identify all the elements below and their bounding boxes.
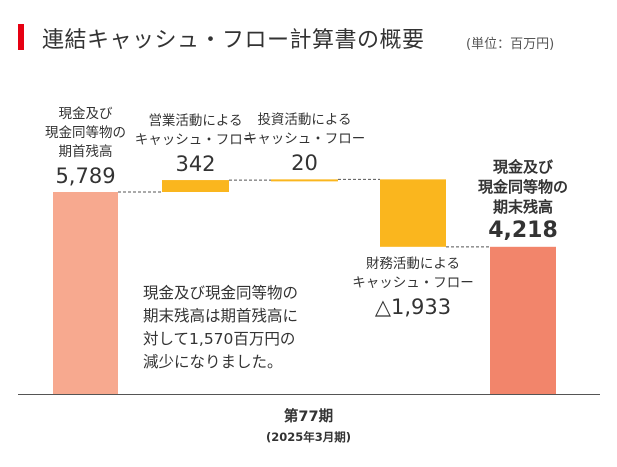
category-label-line: 現金及び — [492, 157, 553, 176]
page-title: 連結キャッシュ・フロー計算書の概要 — [42, 28, 425, 53]
chart-bar — [380, 179, 446, 247]
summary-note-line: 減少になりました。 — [143, 353, 283, 371]
value-label: 342 — [175, 152, 216, 177]
category-label: 現金及び現金同等物の 期首残高 — [11, 105, 161, 162]
value-label: 20 — [291, 151, 318, 176]
summary-note: 現金及び現金同等物の 期末残高は期首残高に 対して1,570百万円の 減少になり… — [143, 282, 298, 374]
category-label: 現金及び 現金同等物の 期末残高 — [448, 157, 598, 217]
bar-label: 財務活動による キャッシュ・フロー △1,933 — [338, 255, 488, 320]
category-label-line: 投資活動による — [257, 112, 352, 129]
category-label-line: 現金同等物の — [477, 177, 568, 196]
chart-bar — [53, 192, 118, 394]
summary-note-line: 期末残高は期首残高に — [143, 307, 299, 325]
bar-label: 現金及び 現金同等物の 期首残高 5,789 — [11, 105, 161, 189]
unit-label: (単位：百万円) — [466, 37, 555, 52]
chart-bar — [490, 246, 556, 394]
value-label: △1,933 — [374, 294, 452, 319]
category-label-line: キャッシュ・フロー — [352, 274, 474, 291]
bar-label: 現金及び 現金同等物の 期末残高 4,218 — [448, 157, 598, 244]
period-label: 第77期 — [283, 409, 334, 425]
chart-bar — [271, 179, 338, 182]
value-label: 4,218 — [488, 217, 558, 243]
category-label-line: 財務活動による — [365, 255, 461, 272]
category-label-line: 期首残高 — [58, 144, 113, 160]
category-label-line: キャッシュ・フロー — [134, 132, 257, 149]
title-accent-bar — [18, 24, 24, 50]
category-label-line: キャッシュ・フロー — [243, 131, 366, 148]
summary-note-line: 対して1,570百万円の — [143, 330, 296, 348]
summary-note-line: 現金及び現金同等物の — [143, 284, 299, 302]
value-label: 5,789 — [55, 164, 116, 188]
category-label-line: 現金同等物の — [45, 125, 126, 141]
category-label: 営業活動による キャッシュ・フロー — [121, 112, 271, 150]
category-label: 財務活動による キャッシュ・フロー — [338, 255, 488, 293]
chart-bar — [162, 180, 229, 192]
category-label-line: 現金及び — [58, 106, 113, 122]
category-label: 投資活動による キャッシュ・フロー — [230, 111, 380, 149]
category-label-line: 営業活動による — [148, 113, 243, 130]
bar-label: 営業活動による キャッシュ・フロー 342 — [121, 112, 271, 177]
period-sub-label: (2025年3月期) — [265, 430, 352, 444]
category-label-line: 期末残高 — [492, 197, 553, 216]
bar-label: 投資活動による キャッシュ・フロー 20 — [230, 111, 380, 176]
